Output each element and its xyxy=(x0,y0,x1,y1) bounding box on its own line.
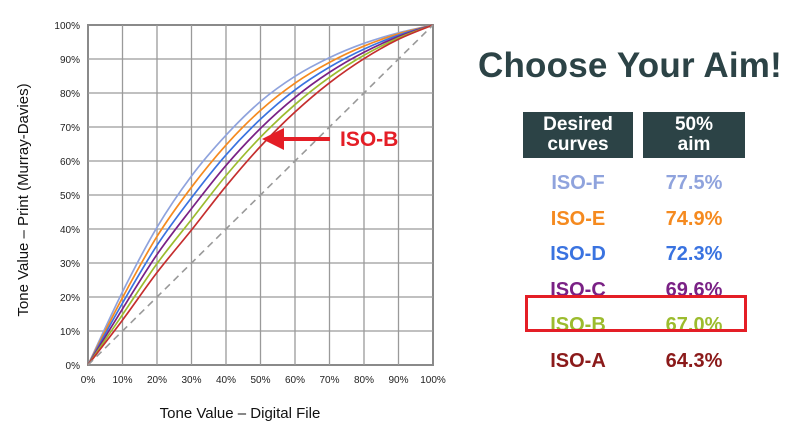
y-tick-labels: 0% 10% 20% 30% 40% 50% 60% 70% 80% 90% 100% xyxy=(54,21,80,372)
iso-b-highlight-box xyxy=(525,295,747,332)
y-tick-label: 30% xyxy=(60,259,80,270)
x-tick-label: 80% xyxy=(354,375,374,386)
header-aim-label: 50% aim xyxy=(674,114,714,155)
y-tick-label: 80% xyxy=(60,89,80,100)
x-tick-label: 0% xyxy=(81,375,96,386)
series-line-iso-a xyxy=(87,24,434,366)
series-line-iso-b xyxy=(87,24,434,366)
series-line-iso-f xyxy=(87,24,434,366)
x-tick-label: 60% xyxy=(285,375,305,386)
y-tick-label: 0% xyxy=(66,361,81,372)
aim-value: 64.3% xyxy=(665,349,723,372)
series-line-iso-c xyxy=(87,24,434,366)
curve-name: ISO-A xyxy=(550,349,606,372)
aim-row-iso-d: ISO-D 72.3% xyxy=(523,237,745,271)
x-tick-label: 20% xyxy=(147,375,167,386)
y-tick-label: 60% xyxy=(60,157,80,168)
reference-diagonal-line xyxy=(87,24,434,366)
header-desired-label: Desired curves xyxy=(543,114,613,155)
series-line-iso-e xyxy=(87,24,434,366)
aim-value: 77.5% xyxy=(665,172,723,194)
y-axis-label: Tone Value – Print (Murray-Davies) xyxy=(15,83,32,316)
series-line-iso-d xyxy=(87,24,434,366)
x-tick-label: 70% xyxy=(319,375,339,386)
y-tick-label: 20% xyxy=(60,293,80,304)
x-tick-label: 90% xyxy=(388,375,408,386)
curve-name: ISO-E xyxy=(550,207,606,230)
x-tick-label: 30% xyxy=(181,375,201,386)
y-tick-label: 50% xyxy=(60,191,80,202)
aim-row-iso-f: ISO-F 77.5% xyxy=(523,166,745,200)
header-50-aim: 50% aim xyxy=(643,112,745,158)
header-desired-curves: Desired curves xyxy=(523,112,633,158)
iso-b-annotation: ISO-B xyxy=(262,128,398,151)
curve-name: ISO-D xyxy=(550,243,606,265)
y-tick-label: 70% xyxy=(60,123,80,134)
x-tick-label: 40% xyxy=(216,375,236,386)
y-tick-label: 40% xyxy=(60,225,80,236)
series-layer xyxy=(87,24,434,366)
y-tick-label: 10% xyxy=(60,327,80,338)
x-tick-label: 100% xyxy=(420,375,446,386)
y-tick-label: 100% xyxy=(54,21,80,32)
aim-row-iso-a: ISO-A 64.3% xyxy=(523,344,745,378)
aim-value: 72.3% xyxy=(665,243,723,265)
x-axis-label: Tone Value – Digital File xyxy=(160,405,321,422)
aim-row-iso-e: ISO-E 74.9% xyxy=(523,202,745,236)
x-tick-labels: 0% 10% 20% 30% 40% 50% 60% 70% 80% 90% 100% xyxy=(81,375,446,386)
x-tick-label: 50% xyxy=(250,375,270,386)
y-tick-label: 90% xyxy=(60,55,80,66)
annotation-arrowhead xyxy=(262,128,284,150)
aim-value: 74.9% xyxy=(665,207,723,230)
tone-curve-chart: 0% 10% 20% 30% 40% 50% 60% 70% 80% 90% 100% 0% 10% 2… xyxy=(15,21,446,422)
panel-title: Choose Your Aim! xyxy=(478,46,782,85)
x-tick-label: 10% xyxy=(112,375,132,386)
annotation-label: ISO-B xyxy=(340,128,398,151)
curve-name: ISO-F xyxy=(551,172,605,194)
